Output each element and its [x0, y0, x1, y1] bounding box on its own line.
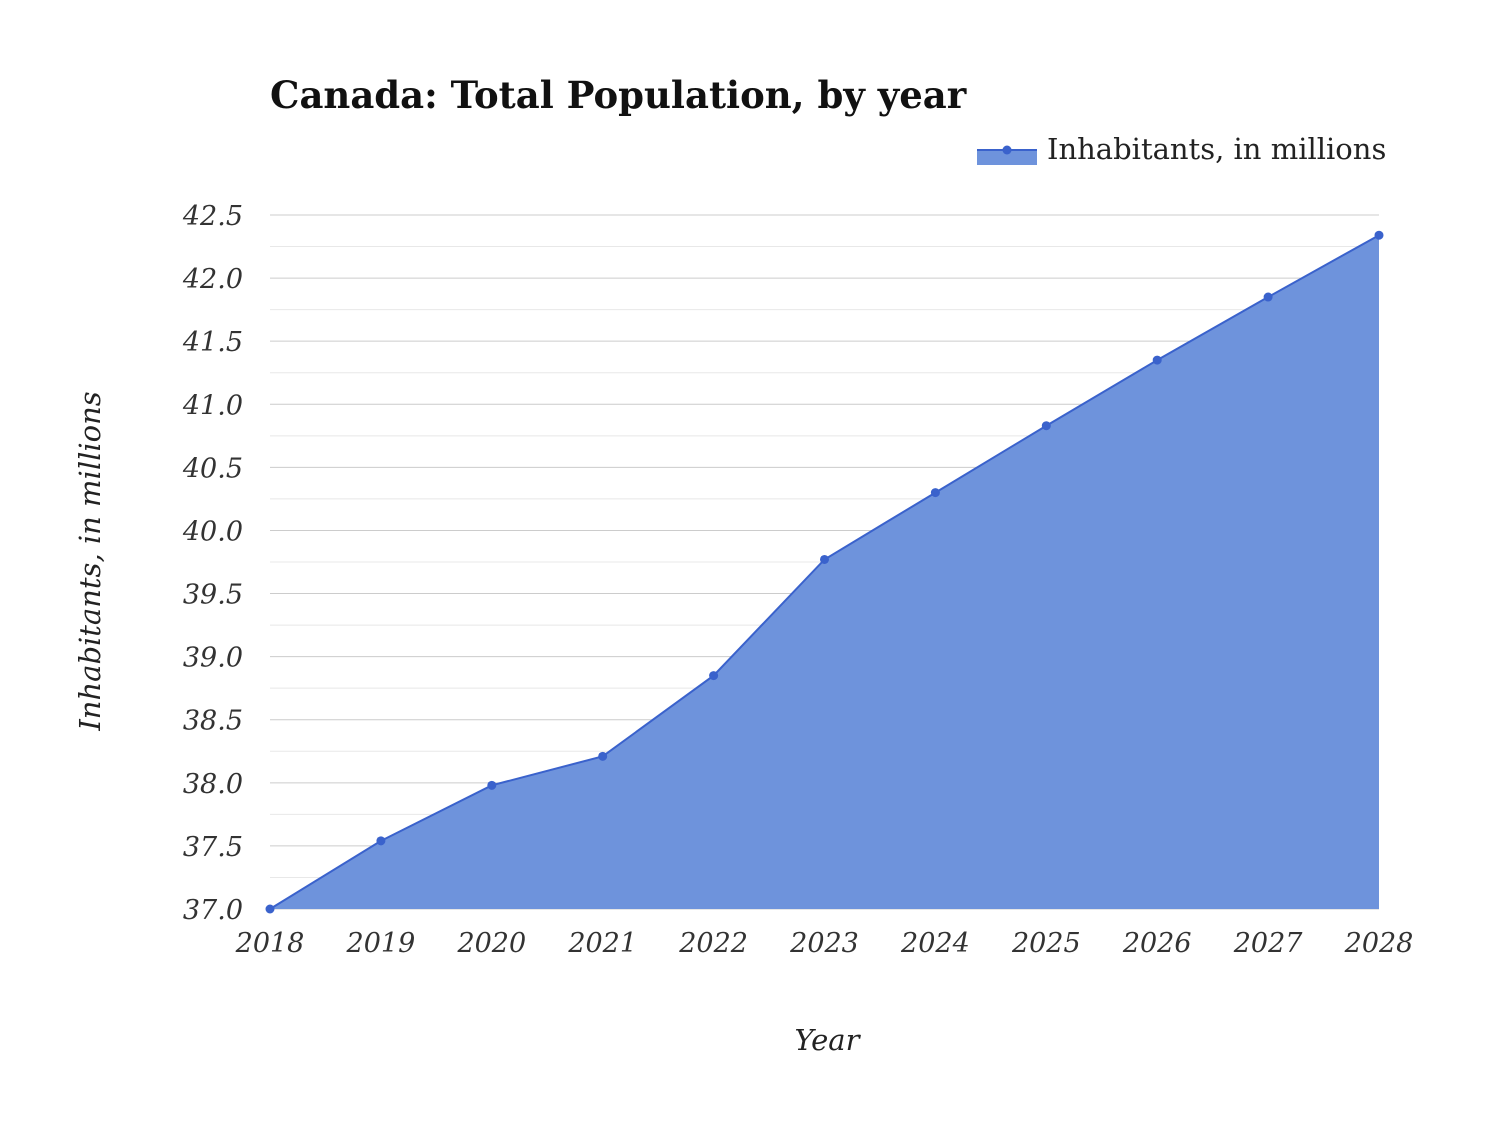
legend-label: Inhabitants, in millions: [1047, 132, 1386, 166]
y-tick-label: 39.0: [183, 643, 243, 674]
x-tick-label: 2028: [1344, 928, 1414, 959]
points-layer: [265, 230, 1384, 914]
x-tick-label: 2027: [1233, 928, 1304, 959]
y-tick-label: 37.0: [183, 895, 243, 926]
data-point-2023: [820, 554, 829, 564]
x-tick-label: 2023: [789, 928, 859, 959]
x-tick-label: 2024: [900, 928, 970, 959]
data-point-2020: [487, 780, 497, 790]
area-layer: [269, 234, 1380, 910]
y-tick-label: 41.5: [182, 327, 243, 358]
y-axis-ticks: 37.0 37.5 38.0 38.5 39.0 39.5 40.0 40.5 41.0 41.5…: [182, 201, 243, 926]
data-point-2027: [1263, 292, 1273, 302]
data-point-2019: [376, 836, 386, 846]
series-area: [270, 235, 1379, 909]
y-tick-label: 42.5: [182, 201, 243, 232]
x-tick-label: 2022: [678, 928, 748, 959]
y-axis-title: Inhabitants, in millions: [73, 391, 107, 731]
data-point-2028: [1374, 230, 1384, 240]
y-tick-label: 38.0: [183, 769, 243, 800]
data-point-2021: [598, 751, 608, 761]
legend-swatch: [977, 150, 1037, 165]
data-point-2026: [1152, 355, 1162, 365]
y-tick-label: 40.0: [182, 516, 243, 547]
x-tick-label: 2020: [456, 928, 526, 959]
x-axis-ticks: 2018 2019 2020 2021 2022 2023 2024 2025 2026 2027…: [235, 928, 1414, 959]
y-tick-label: 39.5: [183, 580, 243, 611]
y-tick-label: 38.5: [183, 706, 243, 737]
x-tick-label: 2021: [567, 928, 637, 959]
y-tick-label: 42.0: [182, 264, 243, 295]
x-tick-label: 2019: [346, 928, 416, 959]
legend: Inhabitants, in millions: [977, 132, 1386, 166]
data-point-2024: [930, 488, 940, 498]
data-point-2022: [709, 671, 719, 681]
y-tick-label: 41.0: [182, 390, 243, 421]
x-tick-label: 2018: [235, 928, 305, 959]
data-point-2018: [265, 904, 275, 914]
legend-marker: [1002, 145, 1012, 155]
chart-title: Canada: Total Population, by year: [270, 73, 967, 117]
data-point-2025: [1041, 421, 1051, 431]
x-axis-title: Year: [795, 1023, 862, 1057]
x-tick-label: 2026: [1122, 928, 1192, 959]
y-tick-label: 37.5: [183, 832, 243, 863]
x-tick-label: 2025: [1011, 928, 1081, 959]
y-tick-label: 40.5: [182, 453, 243, 484]
